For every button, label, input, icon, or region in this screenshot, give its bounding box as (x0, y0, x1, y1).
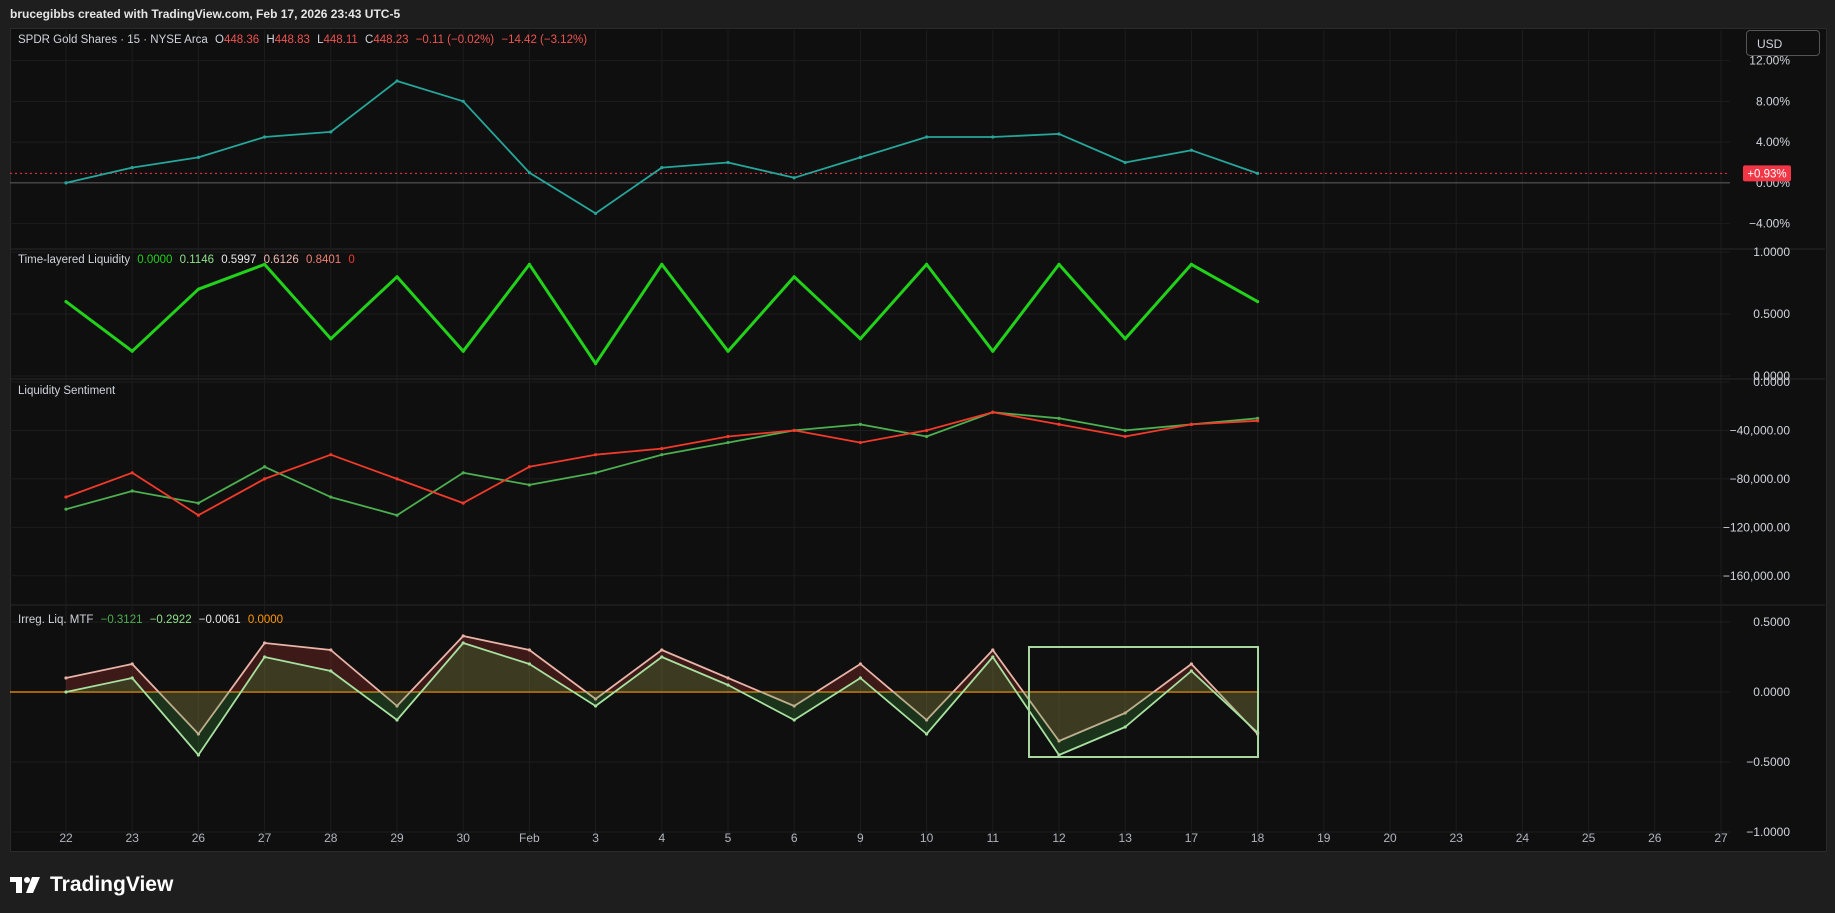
top-bar: brucegibbs created with TradingView.com,… (0, 0, 1835, 28)
y-tick-label: 0.0000 (1753, 369, 1790, 383)
x-tick-label: 3 (592, 831, 599, 845)
y-tick-label: −1.0000 (1746, 825, 1790, 839)
x-tick-label: 11 (987, 831, 1000, 845)
x-tick-label: 25 (1582, 831, 1596, 845)
series-line (65, 411, 1258, 517)
high-value: 448.83 (274, 34, 310, 46)
x-tick-label: 27 (1714, 831, 1728, 845)
tll-legend: Time-layered Liquidity 0.0000 0.1146 0.5… (18, 254, 359, 266)
y-tick-label: −40,000.00 (1730, 423, 1791, 437)
x-tick-label: 12 (1052, 831, 1066, 845)
y-tick-label: −0.5000 (1746, 755, 1790, 769)
y-tick-label: 0.5000 (1753, 307, 1790, 321)
irreg-value-1: −0.3121 (100, 614, 143, 626)
irreg-name[interactable]: Irreg. Liq. MTF (18, 614, 94, 626)
close-value: 448.23 (373, 34, 409, 46)
currency-button[interactable]: USD (1746, 30, 1820, 56)
symbol-label[interactable]: SPDR Gold Shares · 15 · NYSE Arca (18, 34, 208, 46)
tll-value-1: 0.0000 (137, 254, 173, 266)
x-tick-label: 30 (457, 831, 471, 845)
chart-credit-text: brucegibbs created with TradingView.com,… (10, 7, 401, 21)
x-tick-label: 20 (1383, 831, 1397, 845)
chart-area[interactable] (10, 28, 1827, 852)
y-tick-label: 0.5000 (1753, 615, 1790, 629)
y-tick-label: −4.00% (1749, 217, 1790, 231)
x-tick-label: 23 (126, 831, 140, 845)
tll-value-2: 0.1146 (179, 254, 214, 266)
high-label: H (266, 34, 275, 46)
x-tick-label: 26 (192, 831, 206, 845)
x-tick-label: 23 (1450, 831, 1464, 845)
irreg-legend: Irreg. Liq. MTF −0.3121 −0.2922 −0.0061 … (18, 614, 287, 626)
close-label: C (365, 34, 374, 46)
x-tick-label: 24 (1516, 831, 1530, 845)
x-tick-label: 19 (1317, 831, 1331, 845)
y-tick-label: −120,000.00 (1723, 520, 1790, 534)
sentiment-legend: Liquidity Sentiment (18, 385, 119, 397)
y-tick-label: 8.00% (1756, 94, 1790, 108)
series-line (65, 635, 1259, 742)
low-label: L (317, 34, 324, 46)
brand-name[interactable]: TradingView (50, 873, 174, 896)
y-tick-label: 4.00% (1756, 135, 1790, 149)
x-tick-label: Feb (519, 831, 540, 845)
irreg-value-2: −0.2922 (149, 614, 192, 626)
x-tick-label: 18 (1251, 831, 1265, 845)
x-tick-label: 22 (59, 831, 73, 845)
series-area (66, 643, 1258, 755)
tll-name[interactable]: Time-layered Liquidity (18, 254, 131, 266)
last-price-badge-text: +0.93% (1747, 168, 1786, 180)
y-tick-label: 0.0000 (1753, 375, 1790, 389)
price-legend: SPDR Gold Shares · 15 · NYSE Arca O448.3… (18, 34, 591, 46)
tll-value-4: 0.6126 (263, 254, 299, 266)
x-tick-label: 27 (258, 831, 272, 845)
series-line (65, 80, 1258, 215)
y-tick-label: −160,000.00 (1723, 569, 1790, 583)
sentiment-name[interactable]: Liquidity Sentiment (18, 385, 116, 397)
x-tick-label: 9 (857, 831, 864, 845)
x-tick-label: 6 (791, 831, 798, 845)
series-line (65, 642, 1259, 756)
low-value: 448.11 (323, 34, 358, 46)
series-area (66, 636, 1258, 741)
y-tick-label: 1.0000 (1753, 245, 1790, 259)
tradingview-logo-icon[interactable] (10, 875, 44, 895)
x-tick-label: 5 (725, 831, 732, 845)
irreg-value-3: −0.0061 (198, 614, 241, 626)
x-tick-label: 28 (324, 831, 338, 845)
x-tick-label: 26 (1648, 831, 1662, 845)
y-tick-label: −80,000.00 (1730, 472, 1791, 486)
y-tick-label: 0.0000 (1753, 685, 1790, 699)
series-line (65, 262, 1259, 366)
change-value: −0.11 (−0.02%) (415, 34, 495, 46)
open-label: O (215, 34, 224, 46)
highlight-box (1028, 646, 1259, 758)
change2-value: −14.42 (−3.12%) (501, 34, 588, 46)
series-line (65, 411, 1258, 517)
x-tick-label: 13 (1119, 831, 1133, 845)
irreg-value-4: 0.0000 (247, 614, 284, 626)
y-tick-label: 12.00% (1749, 54, 1790, 68)
x-tick-label: 4 (658, 831, 665, 845)
footer: TradingView (10, 870, 173, 900)
last-price-badge (1743, 165, 1791, 182)
open-value: 448.36 (223, 34, 260, 46)
x-tick-label: 10 (920, 831, 934, 845)
tll-value-3: 0.5997 (221, 254, 257, 266)
x-tick-label: 29 (390, 831, 404, 845)
tll-value-6: 0 (348, 254, 355, 266)
x-tick-label: 17 (1185, 831, 1199, 845)
tll-value-5: 0.8401 (305, 254, 342, 266)
